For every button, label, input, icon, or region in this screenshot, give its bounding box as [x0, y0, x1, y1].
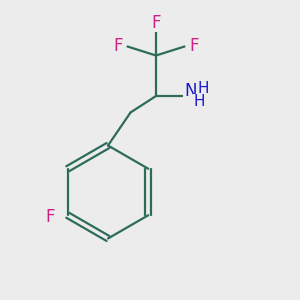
Text: F: F [113, 38, 123, 56]
Text: N: N [184, 82, 197, 100]
Text: F: F [46, 208, 55, 226]
Text: H: H [194, 94, 205, 110]
Text: F: F [151, 14, 161, 32]
Text: H: H [197, 81, 209, 96]
Text: F: F [189, 38, 199, 56]
